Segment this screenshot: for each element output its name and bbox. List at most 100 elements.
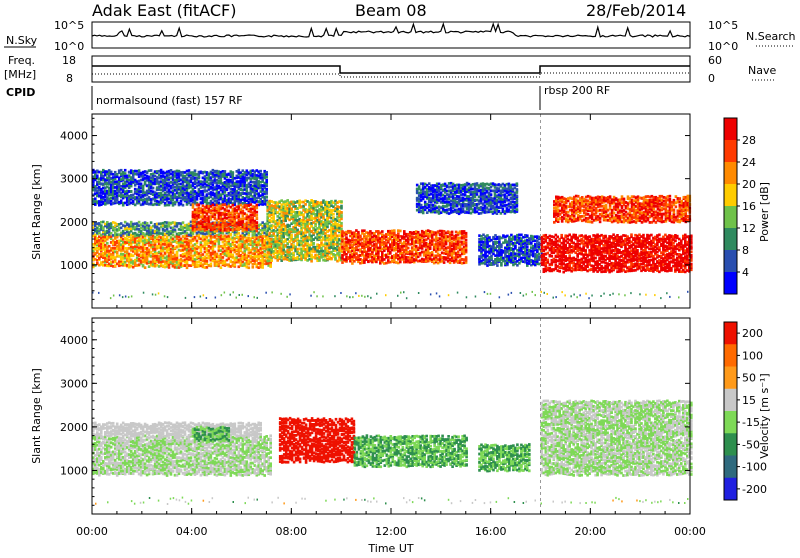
power-cell <box>149 241 153 244</box>
power-cell <box>129 236 133 240</box>
power-cell <box>263 249 266 253</box>
power-cell <box>169 250 173 254</box>
power-cell <box>375 260 378 264</box>
power-cell <box>125 253 129 257</box>
power-cell <box>191 232 195 236</box>
power-cell <box>237 232 241 235</box>
power-cell <box>231 243 235 246</box>
power-cell <box>127 235 131 239</box>
power-cell <box>165 230 169 234</box>
power-cell <box>243 253 247 257</box>
power-cell <box>247 251 251 255</box>
power-cell <box>171 233 175 237</box>
power-cell <box>111 265 115 268</box>
power-cell <box>151 253 155 256</box>
power-cell <box>139 254 143 257</box>
power-cell <box>239 237 243 241</box>
power-cell <box>235 260 239 264</box>
power-cell <box>197 230 201 234</box>
power-cell <box>199 249 203 253</box>
power-cell <box>245 254 249 257</box>
power-cell <box>179 257 183 261</box>
power-cell <box>135 233 139 237</box>
power-cell <box>185 266 189 270</box>
power-cell <box>249 250 253 253</box>
power-cell <box>151 231 155 235</box>
power-cell <box>185 262 189 266</box>
power-cell <box>149 243 153 247</box>
power-cell <box>249 242 253 245</box>
power-cell <box>92 258 95 261</box>
power-cell <box>213 256 217 260</box>
power-cell <box>265 233 268 236</box>
power-cell <box>219 234 223 238</box>
power-cell <box>104 248 107 252</box>
power-cell <box>215 263 219 266</box>
power-cell <box>141 251 145 255</box>
power-cell <box>143 266 147 269</box>
power-cell <box>219 236 223 240</box>
power-cell <box>167 252 171 255</box>
power-cell <box>127 238 131 242</box>
power-cell <box>245 239 249 242</box>
power-cell <box>100 228 103 231</box>
power-cell <box>213 252 217 256</box>
power-cell <box>183 226 187 229</box>
power-cell <box>157 222 161 226</box>
power-cell <box>119 259 123 263</box>
power-cell <box>141 239 145 243</box>
power-cell <box>133 252 137 255</box>
power-cell <box>185 226 189 229</box>
power-cell <box>145 229 149 233</box>
power-cell <box>104 230 107 233</box>
power-cell <box>167 263 171 266</box>
nsky-tick-bottom: 10^0 <box>54 40 84 53</box>
power-cell <box>340 204 343 208</box>
power-cell <box>205 252 209 256</box>
power-cell <box>169 253 173 257</box>
power-cell <box>302 213 305 217</box>
power-cell <box>106 225 109 229</box>
power-cell <box>183 264 187 267</box>
power-cell <box>255 217 259 220</box>
power-cell <box>125 226 129 230</box>
power-cell <box>121 254 125 258</box>
power-cell <box>195 231 199 235</box>
power-cell <box>193 235 197 239</box>
power-cell <box>119 239 123 242</box>
power-cell <box>129 224 133 228</box>
power-cell <box>147 238 151 242</box>
power-cell <box>143 221 147 224</box>
power-cell <box>340 221 343 225</box>
power-cell <box>147 227 151 230</box>
power-cell <box>137 239 141 243</box>
power-cell <box>399 229 402 233</box>
power-cell <box>253 250 257 254</box>
power-cell <box>129 264 133 268</box>
power-cell <box>98 231 101 235</box>
power-cell <box>195 239 199 243</box>
power-cell <box>131 265 135 269</box>
power-cell <box>163 262 167 266</box>
nsearch-tick-top: 10^5 <box>708 19 738 32</box>
power-cell <box>177 248 181 252</box>
power-cell <box>123 237 127 240</box>
power-cell <box>253 240 257 244</box>
power-cell <box>406 246 410 250</box>
power-cell <box>239 261 243 265</box>
power-cell <box>251 265 255 269</box>
power-cell <box>211 251 215 254</box>
power-cell <box>340 211 343 214</box>
power-cell <box>163 224 167 228</box>
power-cell <box>125 230 129 234</box>
power-cell <box>233 240 237 244</box>
power-cell <box>119 234 123 237</box>
power-cell <box>157 259 161 263</box>
power-cell <box>123 250 127 254</box>
power-cell <box>151 258 155 261</box>
power-cell <box>157 229 161 232</box>
power-cell <box>94 173 97 177</box>
power-cell <box>145 240 149 244</box>
